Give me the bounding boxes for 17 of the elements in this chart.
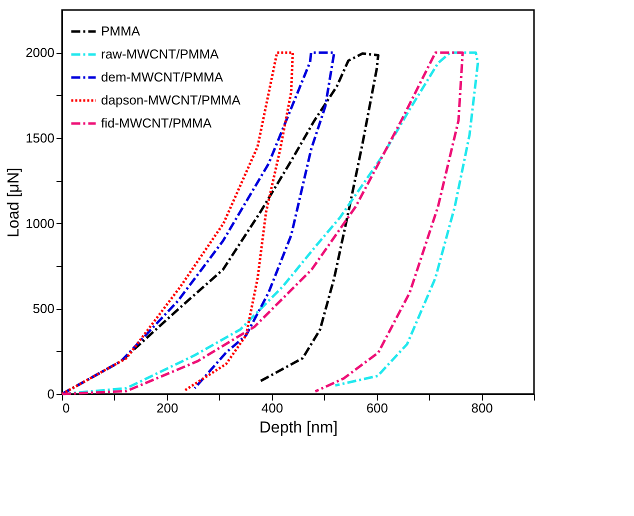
legend-label: dem-MWCNT/PMMA bbox=[101, 70, 224, 84]
y-tick-label: 1500 bbox=[26, 130, 54, 146]
y-tick-label: 1000 bbox=[26, 216, 54, 231]
x-tick-label: 400 bbox=[261, 400, 284, 416]
legend-label: raw-MWCNT/PMMA bbox=[101, 46, 220, 62]
x-axis-title: Depth [nm] bbox=[259, 420, 338, 436]
legend-label: PMMA bbox=[101, 24, 140, 38]
x-tick-label: 200 bbox=[156, 400, 178, 416]
legend-label: fid-MWCNT/PMMA bbox=[101, 116, 212, 130]
legend-label: dapson-MWCNT/PMMA bbox=[101, 92, 241, 108]
y-tick-label: 2000 bbox=[26, 45, 54, 60]
x-tick-label: 600 bbox=[366, 400, 388, 416]
x-tick-label: 0 bbox=[62, 400, 70, 416]
y-tick-label: 500 bbox=[32, 301, 54, 316]
y-axis-title: Load [μN] bbox=[6, 168, 23, 238]
y-tick-label: 0 bbox=[47, 386, 54, 402]
x-tick-label: 800 bbox=[471, 400, 493, 416]
